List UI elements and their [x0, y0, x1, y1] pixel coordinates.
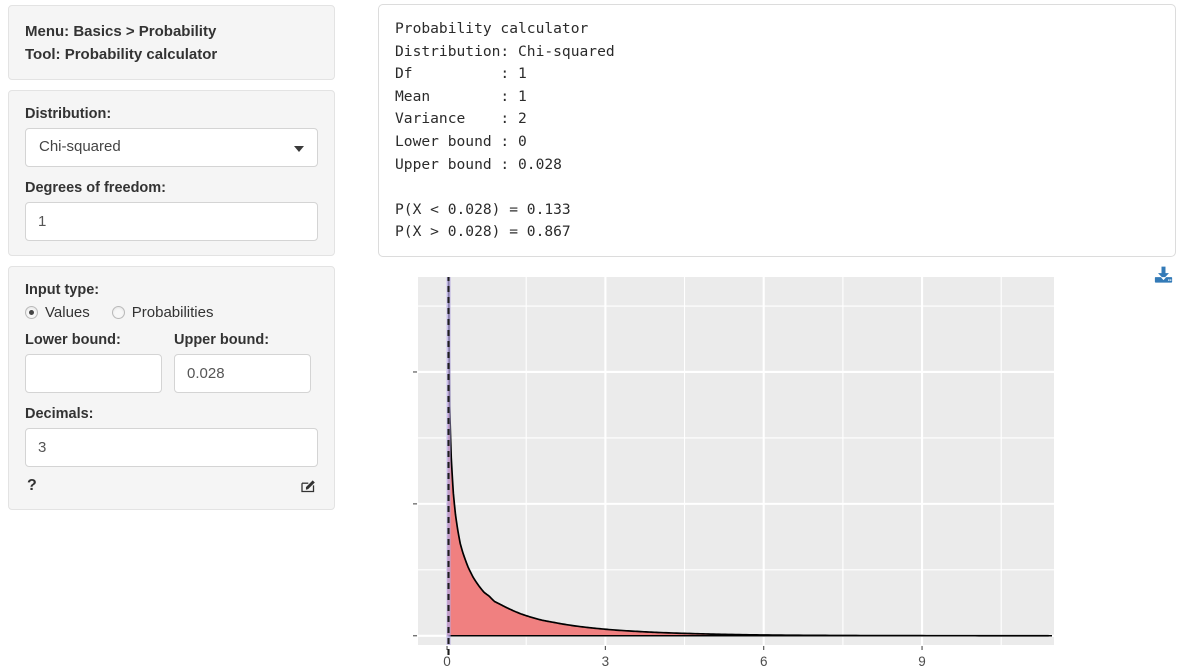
x-axis-tick-label: 6 — [760, 654, 768, 668]
lower-bound-input[interactable] — [25, 353, 162, 393]
upper-bound-group: Upper bound: — [174, 329, 311, 393]
sidebar-header-panel: Menu: Basics > Probability Tool: Probabi… — [8, 5, 335, 80]
x-axis-tick-label: 3 — [602, 654, 610, 668]
decimals-input[interactable] — [25, 427, 318, 467]
help-question-mark-icon[interactable]: ? — [27, 476, 37, 494]
output-text-panel: Probability calculator Distribution: Chi… — [378, 4, 1176, 257]
plot-panel-background — [418, 277, 1054, 645]
x-axis-tick-label: 9 — [918, 654, 926, 668]
lower-bound-group: Lower bound: — [25, 329, 162, 393]
distribution-select[interactable]: Chi-squared — [25, 127, 318, 167]
upper-bound-label: Upper bound: — [174, 331, 270, 348]
radio-values-indicator[interactable] — [25, 305, 38, 319]
distribution-panel: Distribution: Chi-squared Degrees of fre… — [8, 89, 335, 256]
upper-bound-input[interactable] — [174, 353, 311, 393]
x-axis-tick-label: 0 — [443, 654, 451, 668]
density-plot: 0369012 — [400, 275, 1055, 668]
output-text: Probability calculator Distribution: Chi… — [395, 20, 615, 241]
distribution-label: Distribution: — [25, 105, 112, 122]
input-type-radio-group: Values Probabilities — [25, 304, 318, 321]
density-plot-svg: 0369012 — [400, 275, 1054, 668]
degrees-of-freedom-label: Degrees of freedom: — [25, 179, 167, 196]
distribution-selected-value: Chi-squared — [39, 137, 121, 155]
degrees-of-freedom-input[interactable] — [25, 201, 318, 241]
input-type-panel: Input type: Values Probabilities Lower b… — [8, 265, 335, 510]
radio-option-values[interactable]: Values — [25, 304, 90, 321]
radio-values-label: Values — [45, 303, 90, 321]
radio-probabilities-label: Probabilities — [131, 303, 214, 321]
bounds-row: Lower bound: Upper bound: — [25, 329, 318, 393]
sidebar: Menu: Basics > Probability Tool: Probabi… — [8, 5, 335, 520]
lower-bound-label: Lower bound: — [25, 331, 121, 348]
chevron-down-icon — [294, 145, 304, 152]
tool-title: Tool: Probability calculator — [25, 46, 218, 64]
download-icon[interactable] — [1153, 265, 1174, 286]
decimals-label: Decimals: — [25, 405, 94, 422]
edit-pencil-square-icon[interactable] — [300, 478, 316, 494]
menu-breadcrumb: Menu: Basics > Probability — [25, 23, 217, 40]
input-type-label: Input type: — [25, 281, 100, 298]
radio-option-probabilities[interactable]: Probabilities — [111, 303, 214, 321]
sidebar-footer: ? — [25, 477, 318, 495]
radio-probabilities-indicator[interactable] — [111, 305, 125, 319]
